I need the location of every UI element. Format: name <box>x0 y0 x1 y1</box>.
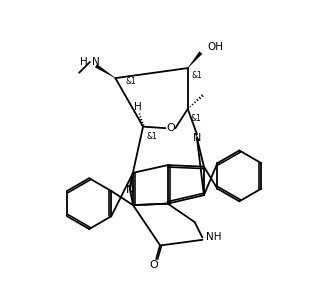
Text: O: O <box>150 260 158 270</box>
Text: H: H <box>134 102 142 111</box>
Text: &1: &1 <box>125 77 136 86</box>
Polygon shape <box>95 64 115 78</box>
Polygon shape <box>188 52 202 68</box>
Text: &1: &1 <box>192 71 202 80</box>
Text: O: O <box>167 123 175 133</box>
Text: N: N <box>126 185 134 195</box>
Text: &1: &1 <box>147 132 158 141</box>
Text: &1: &1 <box>190 114 201 123</box>
Text: H: H <box>80 57 88 67</box>
Text: N: N <box>193 133 201 143</box>
Text: OH: OH <box>208 41 224 52</box>
Text: N: N <box>92 57 100 67</box>
Text: NH: NH <box>206 232 222 243</box>
